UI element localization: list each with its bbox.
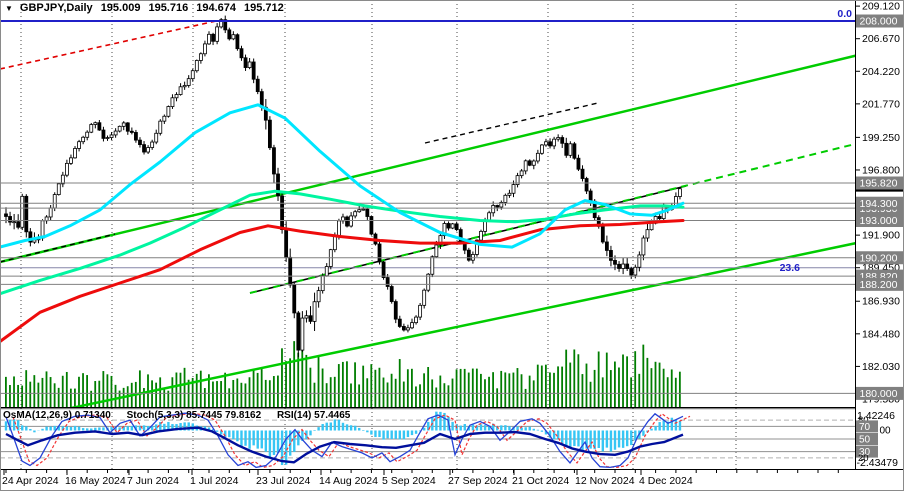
- svg-text:70: 70: [859, 422, 871, 433]
- price-tick-label: 201.770: [862, 98, 900, 110]
- date-label: 14 Aug 2024: [319, 475, 378, 487]
- date-label: 16 May 2024: [65, 475, 126, 487]
- date-label: 12 Nov 2024: [575, 475, 635, 487]
- price-tick-label: 184.480: [862, 328, 900, 340]
- chart-header: ▼ GBPJPY,Daily 195.009 195.716 194.674 1…: [5, 2, 284, 14]
- low-value: 194.674: [196, 2, 236, 14]
- date-label: 4 Dec 2024: [639, 475, 693, 487]
- osma-label: OsMA(12,26,9) 0.71340: [3, 410, 111, 421]
- price-tick-label: 186.930: [862, 296, 900, 308]
- svg-text:190.200: 190.200: [860, 252, 898, 264]
- svg-text:208.000: 208.000: [860, 16, 898, 28]
- ma-slow-red: [0, 219, 685, 343]
- price-tick-label: 206.670: [862, 33, 900, 45]
- svg-text:188.200: 188.200: [860, 279, 898, 291]
- level-price-box: [856, 176, 903, 190]
- level-price-box: [856, 277, 903, 291]
- price-tick-label: 191.900: [862, 230, 900, 242]
- trendline-dash-black-mid: [424, 102, 599, 144]
- date-label: 7 Jun 2024: [127, 475, 179, 487]
- svg-text:30: 30: [859, 447, 871, 458]
- date-label: 27 Sep 2024: [448, 475, 508, 487]
- price-tick-label: 209.120: [862, 1, 900, 13]
- level-price-box: [856, 14, 903, 28]
- resistance-red-dashed: [0, 20, 217, 70]
- symbol-timeframe-label: GBPJPY,Daily: [19, 2, 93, 14]
- date-label: 24 Apr 2024: [2, 475, 59, 487]
- fib-236-label: 23.6: [780, 262, 801, 274]
- svg-text:180.000: 180.000: [860, 388, 898, 400]
- high-value: 195.716: [148, 2, 189, 14]
- stoch-label: Stoch(5,3,3) 85.7445 79.8162: [126, 410, 262, 421]
- level-price-box: [856, 214, 903, 228]
- rsi-line: [5, 426, 684, 464]
- close-value: 195.712: [243, 2, 284, 14]
- rsi-label: RSI(14) 57.4465: [276, 410, 351, 421]
- panel-scale-bottom: -2.43479: [857, 457, 899, 469]
- date-label: 1 Jul 2024: [190, 475, 239, 487]
- open-value: 195.009: [100, 2, 141, 14]
- price-tick-label: 182.030: [862, 361, 900, 373]
- time-axis[interactable]: 24 Apr 2024 16 May 2024 7 Jun 2024 1 Jul 20…: [2, 470, 839, 487]
- lower-channel: [67, 242, 855, 408]
- panel-scale-top: 1.42246: [857, 410, 895, 422]
- svg-text:193.000: 193.000: [860, 215, 898, 227]
- fib-0-label: 0.0: [837, 8, 852, 20]
- date-label: 21 Oct 2024: [512, 475, 569, 487]
- price-tick-label: 204.220: [862, 66, 900, 78]
- svg-text:00: 00: [880, 426, 892, 437]
- support-resistance-lines: [0, 182, 855, 394]
- stoch-main-line: [5, 412, 684, 469]
- indicator-panel-layer: [0, 411, 855, 469]
- upper-channel: [0, 54, 855, 264]
- stoch-signal-line: [12, 412, 691, 469]
- main-chart-layer: [0, 15, 855, 408]
- chart-dropdown-icon[interactable]: ▼: [5, 3, 13, 13]
- indicator-labels: OsMA(12,26,9) 0.71340 Stoch(5,3,3) 85.74…: [3, 410, 363, 421]
- price-tick-label: 199.250: [862, 132, 900, 144]
- date-label: 23 Jul 2024: [256, 475, 310, 487]
- price-axis[interactable]: 209.120 206.670 204.220 201.770 199.250 196.8…: [855, 1, 903, 469]
- level-price-box: [856, 251, 903, 265]
- svg-text:20: 20: [858, 453, 869, 464]
- svg-text:194.300: 194.300: [860, 198, 898, 210]
- svg-text:50: 50: [859, 435, 871, 446]
- date-label: 5 Sep 2024: [382, 475, 436, 487]
- ma-fast-cyan: [0, 103, 685, 249]
- level-price-box: [856, 196, 903, 210]
- svg-text:195.820: 195.820: [860, 178, 898, 190]
- price-tick-label: 196.800: [862, 164, 900, 176]
- level-price-box: [856, 386, 903, 400]
- ma-mid-springgreen: [0, 189, 685, 296]
